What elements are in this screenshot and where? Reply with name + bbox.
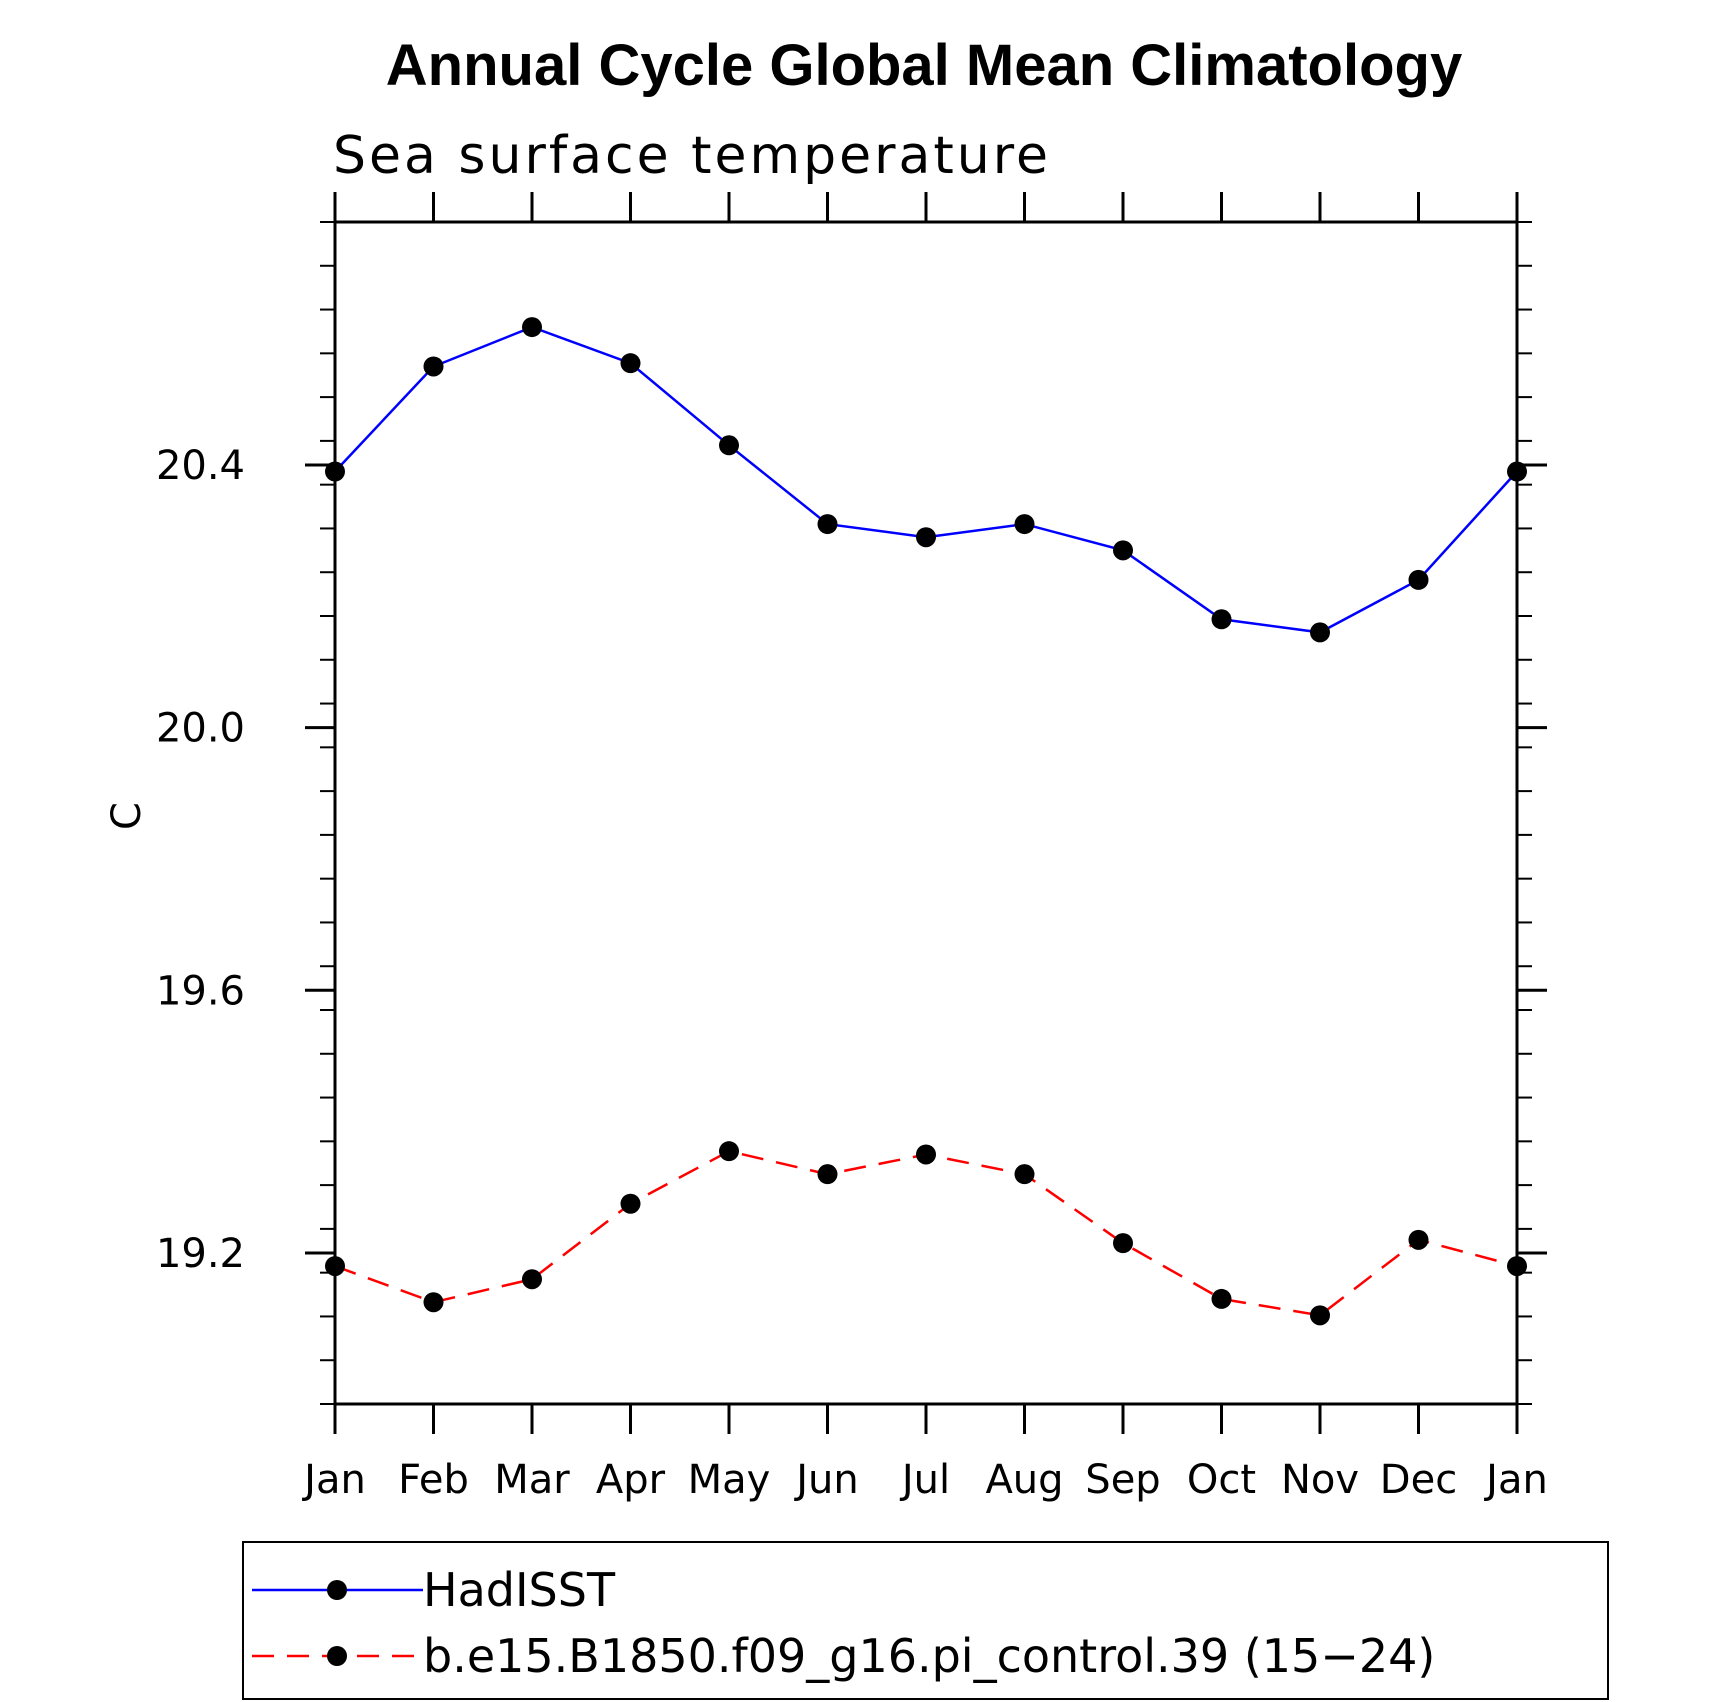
x-tick-label: Jan bbox=[1483, 1457, 1548, 1503]
x-tick-label: May bbox=[688, 1457, 771, 1503]
chart-title: Annual Cycle Global Mean Climatology bbox=[386, 33, 1462, 98]
data-point bbox=[620, 1193, 641, 1214]
series-points bbox=[325, 317, 1527, 1326]
legend-entries: HadISST b.e15.B1850.f09_g16.pi_control.39… bbox=[252, 1563, 1435, 1683]
data-point bbox=[1014, 1164, 1035, 1185]
data-point bbox=[522, 317, 542, 338]
data-point bbox=[817, 514, 838, 535]
legend-label: b.e15.B1850.f09_g16.pi_control.39 (15−24… bbox=[423, 1629, 1435, 1683]
x-tick-label: Oct bbox=[1187, 1457, 1256, 1503]
data-point bbox=[423, 356, 444, 377]
x-tick-labels: Jan Feb Mar Apr May Jun Jul Aug Sep Oct Nov Dec Jan bbox=[301, 1457, 1548, 1503]
x-tick-label: Feb bbox=[398, 1457, 469, 1503]
series-line-2 bbox=[334, 1149, 1518, 1317]
data-point bbox=[1113, 540, 1133, 561]
legend-marker bbox=[327, 1646, 347, 1666]
data-point bbox=[1211, 1288, 1232, 1309]
data-point bbox=[1014, 514, 1035, 535]
y-tick-label: 19.2 bbox=[156, 1231, 245, 1277]
x-tick-label: Jan bbox=[301, 1457, 366, 1503]
x-tick-label: Nov bbox=[1281, 1457, 1359, 1503]
y-tick-labels: 20.4 20.0 19.6 19.2 bbox=[156, 443, 245, 1277]
series-lines bbox=[334, 325, 1518, 1317]
x-tick-label: Apr bbox=[596, 1457, 666, 1503]
x-tick-label: Jul bbox=[899, 1457, 950, 1503]
data-point bbox=[325, 1256, 345, 1277]
data-point bbox=[620, 353, 641, 374]
data-point bbox=[1408, 569, 1429, 590]
data-point bbox=[1211, 609, 1232, 630]
data-point bbox=[1310, 622, 1330, 643]
data-point bbox=[719, 435, 739, 456]
legend-box bbox=[242, 1541, 1609, 1700]
series-line-1 bbox=[334, 325, 1518, 634]
x-tick-label: Jun bbox=[793, 1457, 859, 1503]
x-tick-label: Mar bbox=[494, 1457, 570, 1503]
y-tick-label: 20.4 bbox=[156, 443, 245, 489]
data-point bbox=[325, 461, 345, 482]
y-axis-label: C bbox=[104, 802, 150, 830]
data-point bbox=[1310, 1305, 1330, 1326]
x-tick-label: Aug bbox=[985, 1457, 1063, 1503]
data-point bbox=[1408, 1229, 1429, 1250]
data-point bbox=[1113, 1233, 1133, 1254]
data-point bbox=[1507, 1256, 1527, 1277]
axis-ticks bbox=[305, 192, 1547, 1434]
data-point bbox=[817, 1164, 838, 1185]
data-point bbox=[719, 1141, 739, 1162]
x-tick-label: Dec bbox=[1380, 1457, 1457, 1503]
plot-frame bbox=[333, 220, 1519, 1406]
y-tick-label: 19.6 bbox=[156, 968, 245, 1014]
data-point bbox=[423, 1292, 444, 1313]
data-point bbox=[916, 527, 936, 548]
data-point bbox=[1507, 461, 1527, 482]
legend-label: HadISST bbox=[423, 1563, 616, 1617]
chart-subtitle: Sea surface temperature bbox=[333, 126, 1051, 186]
data-point bbox=[916, 1144, 936, 1165]
x-tick-label: Sep bbox=[1085, 1457, 1160, 1503]
y-tick-label: 20.0 bbox=[156, 706, 245, 752]
data-point bbox=[522, 1269, 542, 1290]
legend: HadISST b.e15.B1850.f09_g16.pi_control.39… bbox=[242, 1541, 1609, 1700]
legend-marker bbox=[327, 1580, 347, 1600]
